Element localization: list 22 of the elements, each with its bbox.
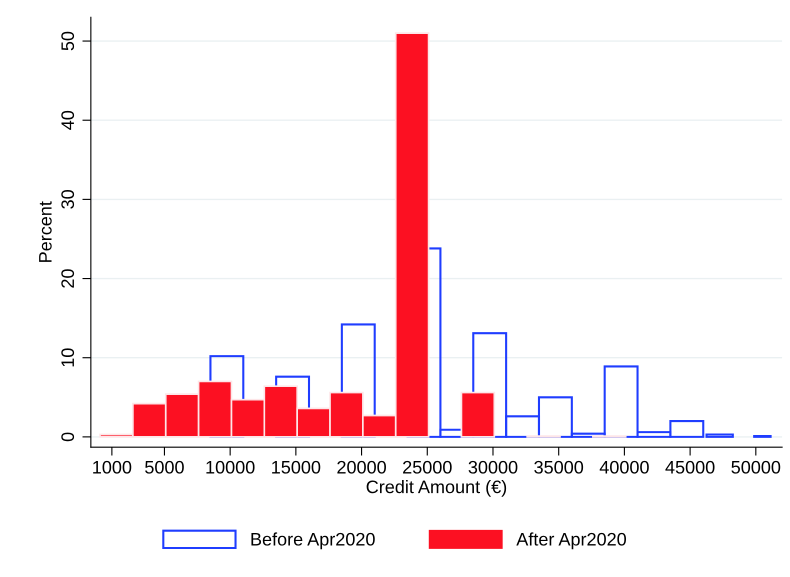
y-axis-title: Percent [39,201,52,262]
x-tick-label: 1000 [93,460,132,474]
x-tick-label: 10000 [206,460,255,474]
y-tick-label: 50 [61,32,74,50]
x-tick-label: 20000 [337,460,386,474]
y-tick-label: 40 [61,110,74,130]
y-tick-label: 0 [61,432,74,442]
legend-label: After Apr2020 [516,532,626,550]
x-tick-label: 40000 [600,460,649,474]
x-tick-label: 5000 [145,460,184,474]
x-tick-label: 30000 [468,460,518,474]
x-tick-label: 25000 [403,460,452,474]
y-tick-label: 20 [61,269,74,288]
legend-label: Before Apr2020 [251,532,375,550]
bar [460,392,496,438]
x-tick-label: 50000 [731,460,780,474]
y-tick-label: 30 [61,190,74,209]
x-tick-label: 45000 [665,460,715,474]
y-tick-label: 10 [61,348,74,366]
x-axis-title: Credit Amount (€) [366,480,506,497]
x-tick-label: 35000 [534,460,584,474]
x-tick-label: 15000 [272,460,320,474]
